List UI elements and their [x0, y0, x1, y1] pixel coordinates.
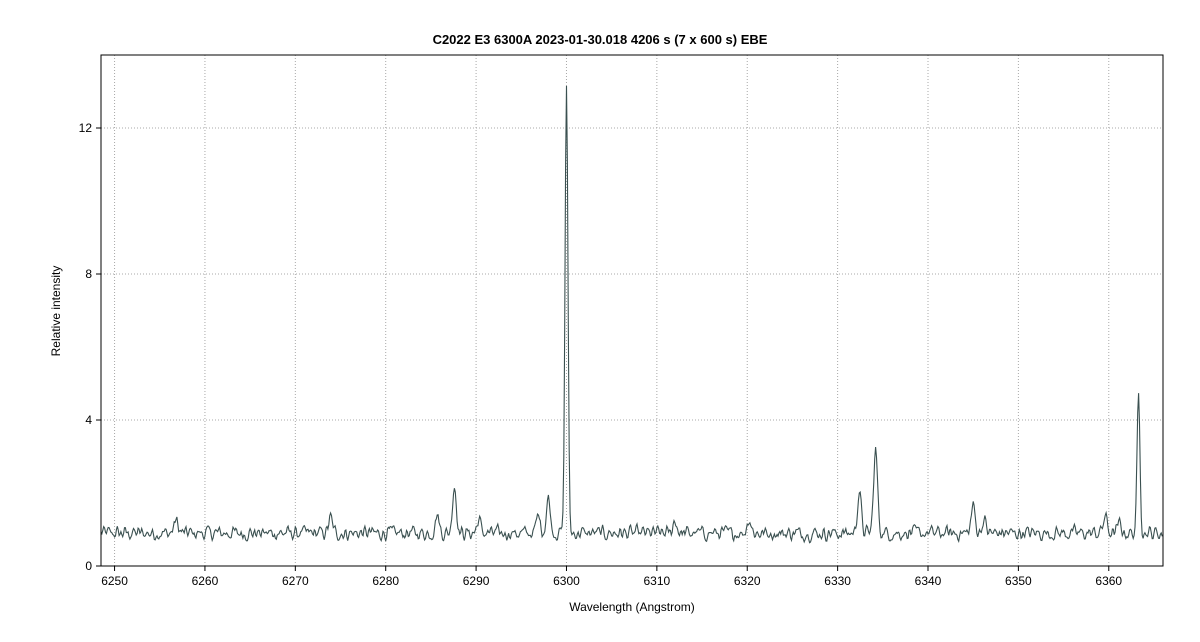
y-tick-label: 12	[79, 121, 93, 135]
y-axis-label: Relative intensity	[49, 266, 63, 357]
x-tick-label: 6290	[463, 574, 490, 588]
x-tick-label: 6340	[915, 574, 942, 588]
x-tick-label: 6310	[644, 574, 671, 588]
axis-ticks: 6250 6260 6270 6280 6290 6300 6310 6320 6330 6340…	[79, 121, 1123, 588]
x-tick-label: 6320	[734, 574, 761, 588]
x-tick-label: 6260	[192, 574, 219, 588]
x-tick-label: 6280	[372, 574, 399, 588]
grid	[101, 55, 1163, 566]
x-tick-label: 6360	[1095, 574, 1122, 588]
y-tick-label: 4	[85, 413, 92, 427]
x-tick-label: 6300	[553, 574, 580, 588]
x-axis-label: Wavelength (Angstrom)	[569, 600, 695, 614]
x-tick-label: 6330	[824, 574, 851, 588]
chart-title: C2022 E3 6300A 2023-01-30.018 4206 s (7 …	[433, 32, 768, 47]
x-tick-label: 6250	[101, 574, 128, 588]
y-tick-label: 8	[85, 267, 92, 281]
y-tick-label: 0	[85, 559, 92, 573]
plot-frame	[100, 54, 1164, 567]
x-tick-label: 6270	[282, 574, 309, 588]
x-tick-label: 6350	[1005, 574, 1032, 588]
spectrum-line	[100, 85, 1163, 544]
spectrum-series	[100, 85, 1163, 544]
